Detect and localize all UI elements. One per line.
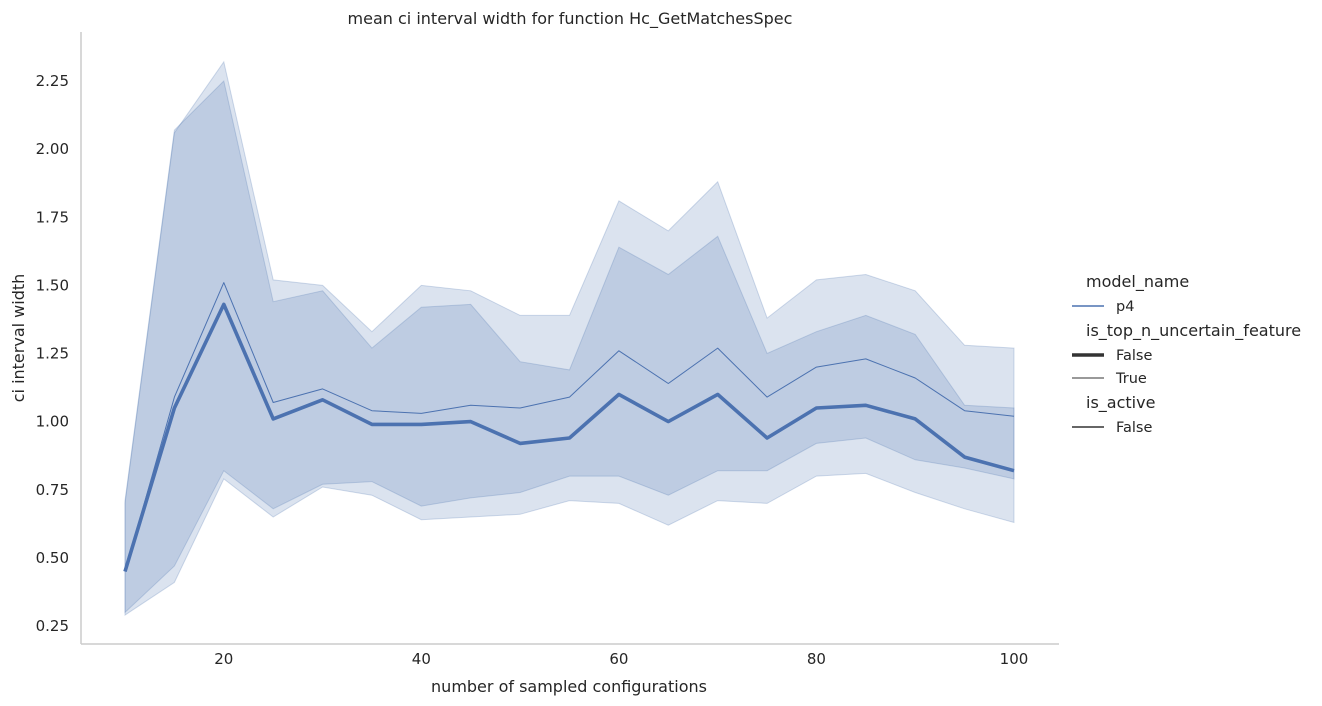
y-tick-label: 0.75 xyxy=(36,481,69,499)
y-tick-label: 1.75 xyxy=(36,208,69,226)
x-ticks: 20 40 60 80 100 xyxy=(214,650,1028,668)
y-tick-label: 1.00 xyxy=(36,413,69,431)
x-tick-label: 80 xyxy=(807,650,826,668)
legend-title: is_active xyxy=(1086,393,1155,413)
x-tick-label: 20 xyxy=(214,650,233,668)
y-tick-label: 0.25 xyxy=(36,617,69,635)
series-line-false xyxy=(123,302,1015,573)
y-tick-label: 2.00 xyxy=(36,140,69,158)
legend-entry-label: False xyxy=(1116,420,1152,436)
x-tick-label: 60 xyxy=(609,650,628,668)
x-tick-label: 100 xyxy=(1000,650,1029,668)
chart-title: mean ci interval width for function Hc_G… xyxy=(348,9,793,29)
legend-title: model_name xyxy=(1086,272,1189,292)
legend-title: is_top_n_uncertain_feature xyxy=(1086,321,1301,341)
y-tick-label: 1.25 xyxy=(36,345,69,363)
axes xyxy=(80,32,1059,645)
legend: model_name p4 is_top_n_uncertain_feature Fa… xyxy=(1072,272,1301,436)
y-ticks: 0.25 0.50 0.75 1.00 1.25 1.50 1.75 2.00 2.25 xyxy=(36,72,69,635)
y-tick-label: 1.50 xyxy=(36,276,69,294)
series-line-true xyxy=(124,282,1015,572)
y-tick-label: 2.25 xyxy=(36,72,69,90)
y-tick-label: 0.50 xyxy=(36,549,69,567)
x-axis-label: number of sampled configurations xyxy=(431,677,707,696)
legend-entry-label: p4 xyxy=(1116,299,1134,315)
ci-band-true xyxy=(124,60,1015,617)
series-lines xyxy=(123,282,1015,573)
legend-entry-label: True xyxy=(1115,371,1147,387)
legend-entry-label: False xyxy=(1116,348,1152,364)
confidence-bands xyxy=(124,60,1015,617)
ci-band-false xyxy=(124,80,1015,614)
y-axis-label: ci interval width xyxy=(9,274,28,403)
x-tick-label: 40 xyxy=(412,650,431,668)
